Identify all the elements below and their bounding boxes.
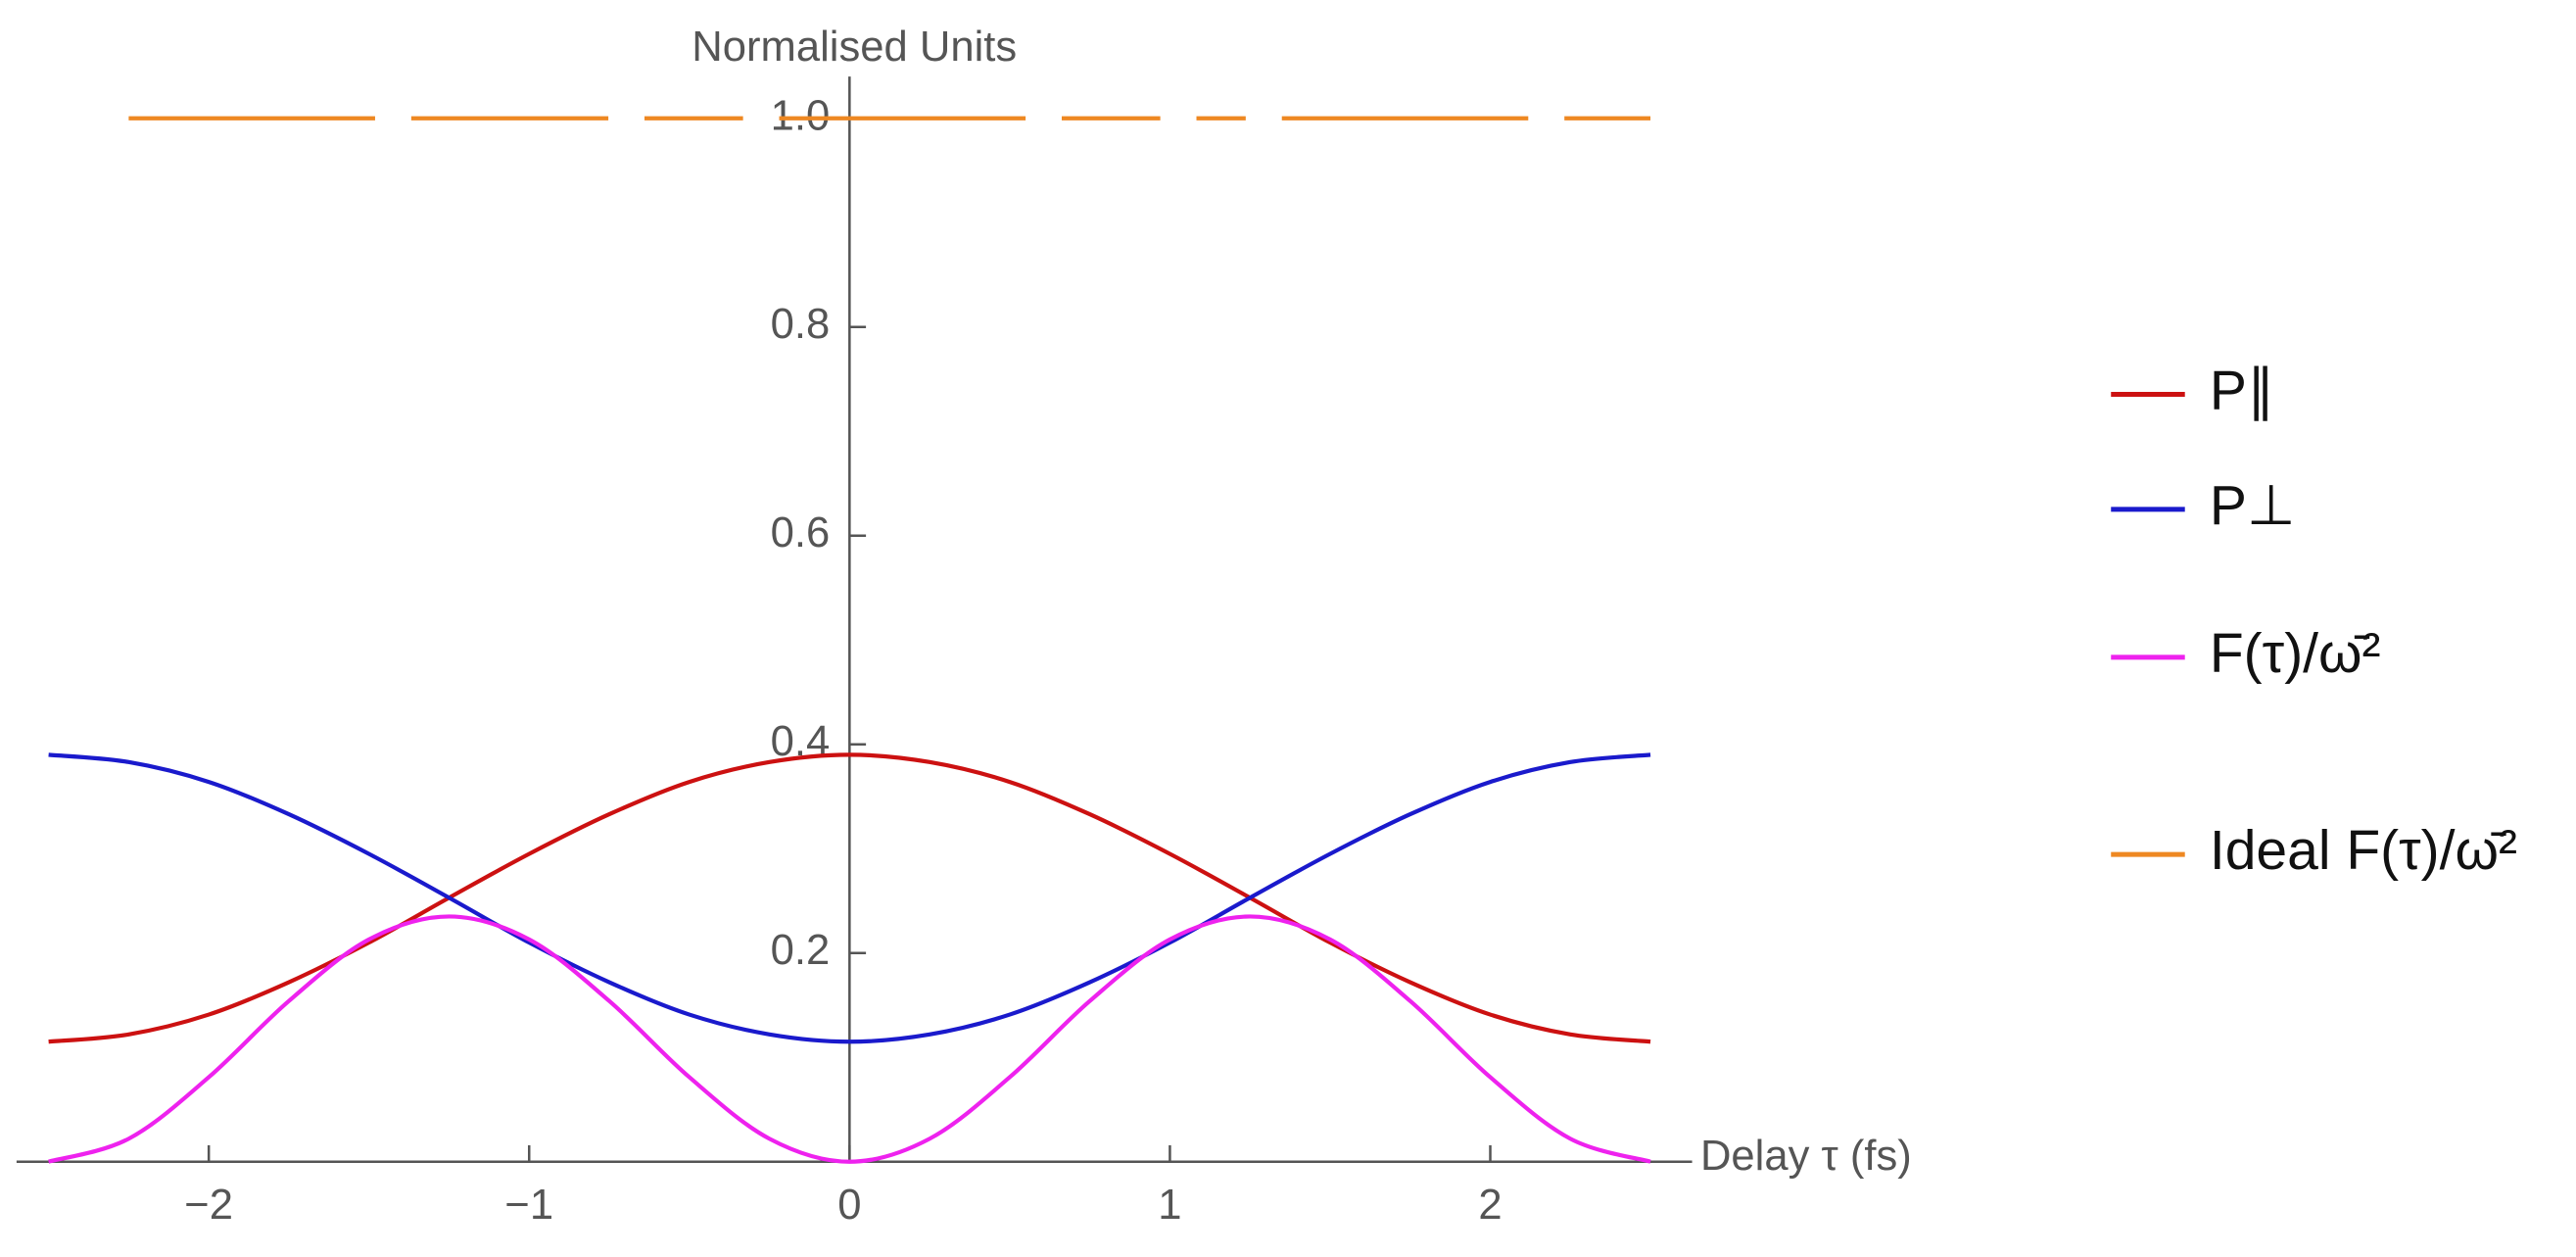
y-tick-label: 0.6: [771, 509, 831, 556]
x-tick-label: 0: [837, 1182, 861, 1229]
series-line: [48, 752, 1651, 1044]
x-tick-label: 2: [1478, 1182, 1502, 1229]
x-tick-label: −1: [504, 1182, 553, 1229]
legend-label: P∥: [2210, 360, 2275, 422]
legend-label: Ideal F(τ)/ω̄²: [2210, 819, 2517, 882]
y-tick-label: 0.8: [771, 301, 831, 348]
y-axis-label: Normalised Units: [692, 24, 1017, 71]
y-tick-label: 0.2: [771, 927, 831, 974]
x-tick-label: −2: [184, 1182, 233, 1229]
x-tick-label: 1: [1158, 1182, 1181, 1229]
legend-label: P⊥: [2210, 474, 2296, 537]
x-axis-label: Delay τ (fs): [1700, 1133, 1912, 1180]
y-tick-label: 1.0: [771, 92, 831, 139]
series-line: [48, 752, 1651, 1044]
legend-label: F(τ)/ω̄²: [2210, 622, 2381, 685]
series-line: [48, 914, 1651, 1164]
